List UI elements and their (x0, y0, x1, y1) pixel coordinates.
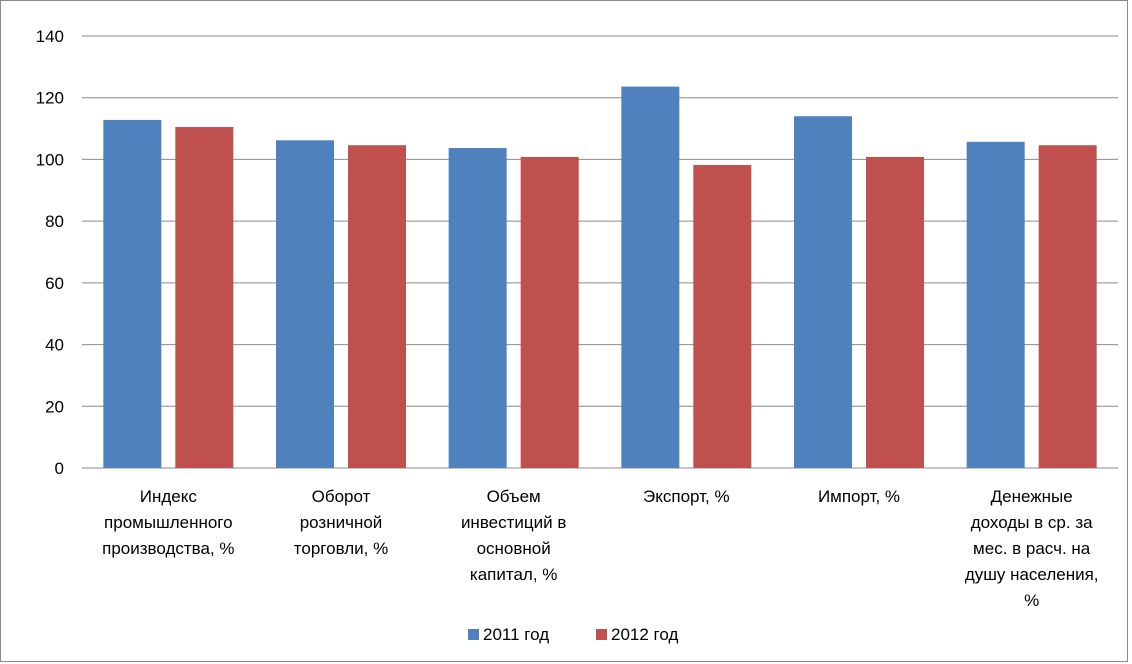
bar (103, 119, 162, 468)
bar (866, 156, 924, 468)
legend-label: 2012 год (611, 625, 678, 644)
y-tick-label: 80 (45, 212, 64, 231)
y-tick-label: 100 (36, 150, 64, 169)
category-label: основной (477, 539, 551, 558)
legend-swatch (596, 629, 607, 640)
category-label: производства, % (102, 539, 234, 558)
legend-label: 2011 год (483, 625, 549, 644)
bar (175, 127, 234, 469)
category-label: Объем (487, 487, 541, 506)
y-tick-label: 40 (45, 336, 64, 355)
category-label: доходы в ср. за (971, 513, 1093, 532)
legend-swatch (468, 629, 479, 640)
y-tick-label: 20 (45, 397, 64, 416)
category-label: Оборот (312, 487, 371, 506)
bar (621, 86, 680, 468)
bar (348, 145, 406, 468)
y-tick-label: 60 (45, 274, 64, 293)
bar (794, 116, 852, 468)
category-label: инвестиций в (461, 513, 566, 532)
bar (966, 141, 1025, 468)
bar (520, 156, 579, 468)
category-label: промышленного (104, 513, 233, 532)
y-tick-label: 140 (36, 27, 64, 46)
y-tick-label: 0 (55, 459, 64, 478)
bar (693, 164, 752, 469)
category-label: торговли, % (294, 539, 388, 558)
bar (448, 148, 507, 469)
category-label: розничной (300, 513, 383, 532)
category-label: Импорт, % (818, 487, 900, 506)
category-label: душу населения, (965, 565, 1099, 584)
category-label: Индекс (140, 487, 198, 506)
y-tick-label: 120 (36, 89, 64, 108)
bar (1038, 145, 1097, 468)
category-label: капитал, % (470, 565, 558, 584)
category-label: Денежные (991, 487, 1073, 506)
category-label: % (1024, 591, 1039, 610)
category-label: Экспорт, % (643, 487, 730, 506)
bar (276, 140, 334, 468)
category-label: мес. в расч. на (973, 539, 1091, 558)
